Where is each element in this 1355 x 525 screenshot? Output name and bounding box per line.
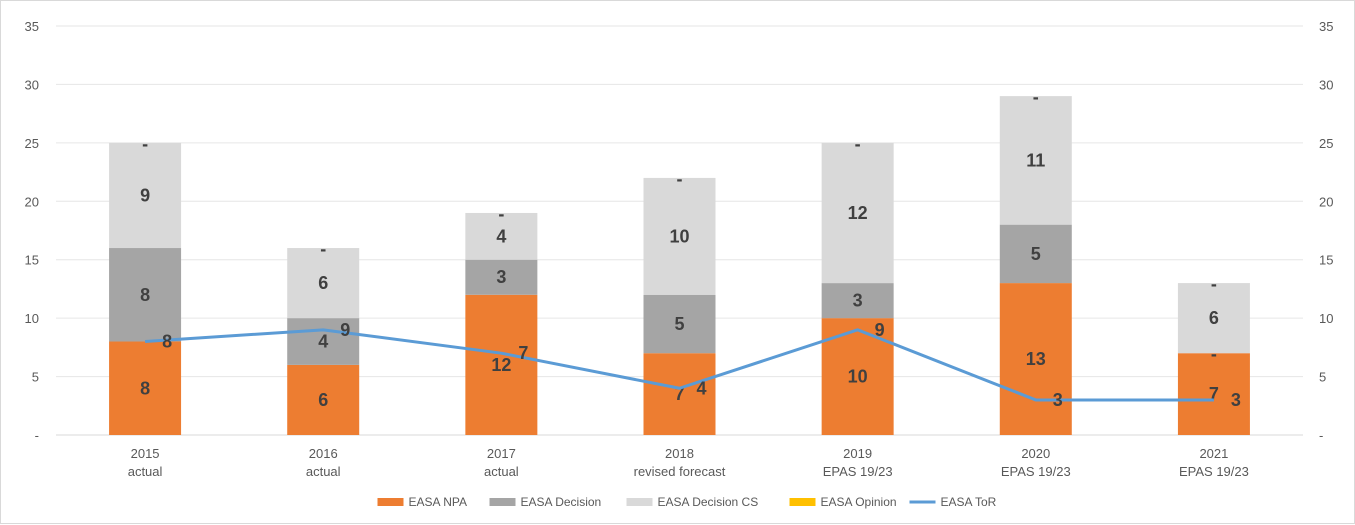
y-tick-label-right: 20 — [1319, 194, 1333, 209]
y-tick-label-right: 25 — [1319, 136, 1333, 151]
bar-segment — [643, 294, 716, 354]
x-category-label: 2020 — [1021, 446, 1050, 461]
bar-data-label: 3 — [853, 291, 863, 311]
bar-data-label: 7 — [674, 384, 684, 404]
legend-label: EASA Decision — [521, 495, 602, 509]
y-tick-label-left: 35 — [25, 19, 39, 34]
bar-segment — [821, 142, 894, 284]
y-tick-label-right: 10 — [1319, 311, 1333, 326]
y-tick-label-left: 15 — [25, 253, 39, 268]
line-data-label: 4 — [696, 378, 706, 398]
legend-label: EASA Decision CS — [658, 495, 759, 509]
line-data-label: 9 — [875, 320, 885, 340]
bar-segment — [643, 177, 716, 295]
bar-segment — [999, 96, 1072, 225]
bar-segment — [109, 142, 182, 249]
y-tick-label-right: 30 — [1319, 77, 1333, 92]
bar-data-label: - — [677, 169, 683, 189]
y-tick-label-right: 5 — [1319, 370, 1326, 385]
bar-segment — [821, 283, 894, 319]
bar-data-label: - — [320, 239, 326, 259]
bar-data-label: 13 — [1026, 349, 1046, 369]
legend-label: EASA Opinion — [821, 495, 897, 509]
x-category-label: 2021 — [1199, 446, 1228, 461]
bar-data-label: 6 — [1209, 308, 1219, 328]
bar-data-label: 5 — [674, 314, 684, 334]
x-category-label: 2016 — [309, 446, 338, 461]
bar-segment — [1177, 283, 1250, 354]
bar-data-label: - — [142, 134, 148, 154]
bar-segment — [999, 283, 1072, 435]
bar-segment — [287, 364, 360, 435]
x-category-sublabel: EPAS 19/23 — [1179, 464, 1249, 479]
bar-data-label: 10 — [848, 367, 868, 387]
bar-data-label: - — [855, 134, 861, 154]
bar-segment — [465, 294, 538, 435]
bar-data-label: 8 — [140, 378, 150, 398]
legend-label: EASA NPA — [409, 495, 467, 509]
y-tick-label-left: 25 — [25, 136, 39, 151]
y-tick-label-left: 5 — [32, 370, 39, 385]
x-category-label: 2018 — [665, 446, 694, 461]
y-tick-label-right: - — [1319, 428, 1323, 443]
legend-swatch — [789, 498, 816, 506]
x-category-sublabel: actual — [484, 464, 519, 479]
x-category-sublabel: actual — [306, 464, 341, 479]
x-category-sublabel: revised forecast — [634, 464, 726, 479]
bar-data-label: 3 — [496, 267, 506, 287]
bar-data-label: - — [498, 204, 504, 224]
y-tick-label-right: 35 — [1319, 19, 1333, 34]
bar-data-label: 12 — [491, 355, 511, 375]
legend-label: EASA ToR — [941, 495, 997, 509]
bar-data-label: 4 — [496, 226, 506, 246]
x-category-label: 2015 — [131, 446, 160, 461]
bar-data-label: - — [1211, 344, 1217, 364]
x-category-sublabel: EPAS 19/23 — [1001, 464, 1071, 479]
legend-swatch — [489, 498, 516, 506]
legend-swatch — [626, 498, 653, 506]
bar-data-label: 9 — [140, 185, 150, 205]
legend-swatch — [377, 498, 404, 506]
bar-data-label: 4 — [318, 332, 328, 352]
bar-data-label: - — [1211, 274, 1217, 294]
bar-segment — [643, 353, 716, 435]
bar-segment — [1177, 353, 1250, 435]
bar-data-label: 10 — [669, 226, 689, 246]
bar-data-label: 11 — [1026, 150, 1045, 170]
line-data-label: 8 — [162, 332, 172, 352]
bar-segment — [287, 248, 360, 319]
y-tick-label-left: 20 — [25, 194, 39, 209]
y-tick-label-right: 15 — [1319, 253, 1333, 268]
bar-data-label: 12 — [848, 203, 868, 223]
y-tick-label-left: - — [35, 428, 39, 443]
bar-segment — [287, 318, 360, 365]
line-data-label: 7 — [518, 343, 528, 363]
bar-segment — [109, 248, 182, 342]
x-category-label: 2017 — [487, 446, 516, 461]
line-data-label: 3 — [1053, 390, 1063, 410]
bar-data-label: 5 — [1031, 244, 1041, 264]
x-category-sublabel: actual — [128, 464, 163, 479]
bar-data-label: 6 — [318, 273, 328, 293]
tor-line — [144, 328, 1214, 402]
y-tick-label-left: 30 — [25, 77, 39, 92]
x-category-sublabel: EPAS 19/23 — [823, 464, 893, 479]
bar-data-label: 8 — [140, 285, 150, 305]
bar-segment — [109, 341, 182, 435]
y-tick-label-left: 10 — [25, 311, 39, 326]
bar-data-label: 7 — [1209, 384, 1219, 404]
bar-segment — [999, 224, 1072, 284]
bar-segment — [465, 212, 538, 260]
bar-segment — [465, 259, 538, 295]
line-data-label: 9 — [340, 320, 350, 340]
bar-data-label: - — [1033, 87, 1039, 107]
bar-data-label: 6 — [318, 390, 328, 410]
x-category-label: 2019 — [843, 446, 872, 461]
line-data-label: 3 — [1231, 390, 1241, 410]
